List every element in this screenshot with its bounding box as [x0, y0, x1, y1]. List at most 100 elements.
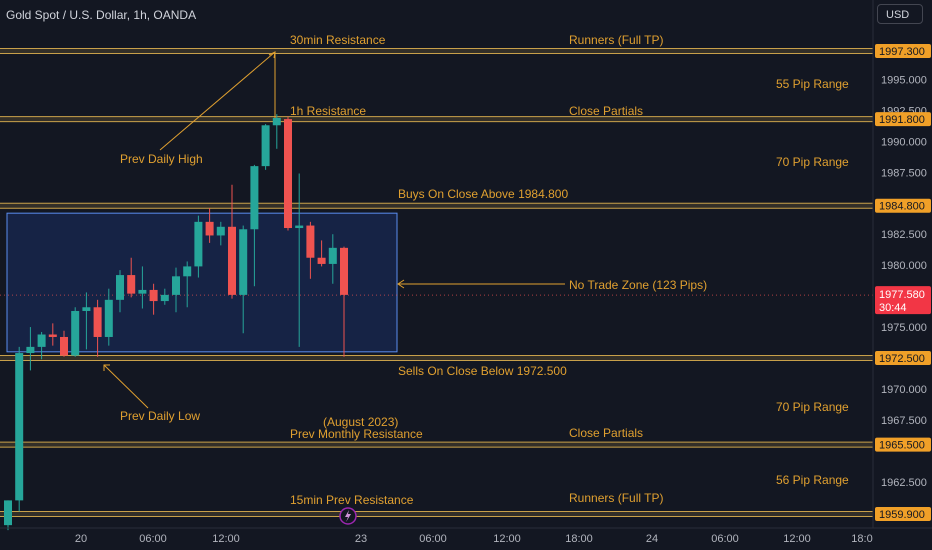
candle-body[interactable] [149, 289, 158, 302]
candle-body[interactable] [239, 229, 248, 295]
candle-body[interactable] [15, 353, 24, 501]
price-tick-label: 1970.000 [881, 384, 927, 396]
level-price-badge-text: 1984.800 [879, 201, 925, 213]
time-tick-label: 06:00 [139, 533, 167, 545]
candle-body[interactable] [250, 166, 259, 230]
candle-body[interactable] [160, 294, 169, 302]
candle-countdown-text: 30:44 [879, 302, 907, 314]
time-tick-label: 18:0 [851, 533, 872, 545]
candle-body[interactable] [328, 247, 337, 264]
annotation-prev-monthly-resistance: Prev Monthly Resistance [290, 427, 423, 441]
annotation-70-pip-range-top: 70 Pip Range [776, 155, 849, 169]
level-band [0, 441, 873, 448]
annotation-55-pip-range: 55 Pip Range [776, 77, 849, 91]
candle-body[interactable] [340, 247, 348, 295]
annotation-buys-on-close: Buys On Close Above 1984.800 [398, 187, 568, 201]
time-tick-label: 12:00 [212, 533, 240, 545]
level-band [0, 511, 873, 517]
prev-daily-low-pointer [103, 364, 149, 409]
candle-body[interactable] [48, 334, 57, 337]
level-band [0, 116, 873, 123]
price-tick-label: 1990.000 [881, 136, 927, 148]
annotation-august-2023: (August 2023) [323, 415, 398, 429]
price-tick-label: 1982.500 [881, 229, 927, 241]
pointer-arrowhead [397, 279, 405, 289]
candle-body[interactable] [228, 226, 236, 295]
level-price-badge [875, 112, 931, 127]
level-price-badge-text: 1965.500 [879, 440, 925, 452]
annotation-15min-prev-resistance: 15min Prev Resistance [290, 493, 414, 507]
candle-body[interactable] [317, 257, 326, 264]
time-tick-label: 06:00 [711, 533, 739, 545]
annotation-30min-resistance: 30min Resistance [290, 33, 386, 47]
candle-body[interactable] [71, 310, 80, 356]
candle-body[interactable] [60, 336, 68, 356]
price-tick-label: 1962.500 [881, 477, 927, 489]
candle-body[interactable] [284, 119, 292, 229]
level-price-badge [875, 351, 931, 366]
price-tick-label: 1967.500 [881, 415, 927, 427]
candle-body[interactable] [261, 125, 270, 167]
candle-body[interactable] [172, 276, 180, 295]
candle-body[interactable] [4, 500, 12, 526]
candle-body[interactable] [93, 307, 102, 337]
event-lightning-icon[interactable] [339, 507, 357, 525]
symbol-title: Gold Spot / U.S. Dollar, 1h, OANDA [6, 8, 197, 22]
annotation-prev-daily-low: Prev Daily Low [120, 409, 200, 423]
pointer-arrowhead [103, 364, 110, 371]
time-tick-label: 06:00 [419, 533, 447, 545]
level-band [0, 48, 873, 54]
time-tick-label: 23 [355, 533, 367, 545]
candle-body[interactable] [104, 299, 113, 337]
level-price-badge-text: 1972.500 [879, 353, 925, 365]
time-tick-label: 12:00 [493, 533, 521, 545]
candle-body[interactable] [116, 275, 124, 300]
candle-body[interactable] [306, 225, 315, 258]
annotation-no-trade-zone: No Trade Zone (123 Pips) [569, 278, 707, 292]
candle-body[interactable] [216, 226, 225, 236]
level-band [0, 202, 873, 209]
annotation-close-partials-top: Close Partials [569, 104, 643, 118]
annotation-prev-daily-high: Prev Daily High [120, 152, 203, 166]
level-price-badge [875, 44, 931, 58]
price-axis-panel[interactable] [873, 0, 932, 550]
time-tick-label: 18:00 [565, 533, 593, 545]
level-price-badge-text: 1997.300 [879, 46, 925, 58]
level-price-badge-text: 1959.900 [879, 509, 925, 521]
candle-body[interactable] [205, 221, 214, 236]
price-tick-label: 1995.000 [881, 74, 927, 86]
level-price-badge [875, 437, 931, 452]
annotation-sells-on-close: Sells On Close Below 1972.500 [398, 364, 567, 378]
currency-button[interactable]: USD [877, 4, 923, 24]
candle-body[interactable] [138, 289, 147, 294]
level-price-badge [875, 198, 931, 213]
annotation-runners-bottom: Runners (Full TP) [569, 491, 663, 505]
candle-body[interactable] [194, 221, 203, 267]
annotation-56-pip-range: 56 Pip Range [776, 473, 849, 487]
current-price-text: 1977.580 [879, 289, 925, 301]
candle-body[interactable] [127, 275, 136, 294]
annotation-1h-resistance: 1h Resistance [290, 104, 366, 118]
price-tick-label: 1975.000 [881, 322, 927, 334]
price-tick-label: 1980.000 [881, 260, 927, 272]
candle-body[interactable] [26, 346, 35, 354]
candle-body[interactable] [295, 225, 304, 229]
time-tick-label: 20 [75, 533, 87, 545]
candle-body[interactable] [82, 307, 91, 311]
annotation-close-partials-bottom: Close Partials [569, 426, 643, 440]
level-price-badge-text: 1991.800 [879, 114, 925, 126]
annotation-runners-top: Runners (Full TP) [569, 33, 663, 47]
level-band [0, 355, 873, 362]
level-price-badge [875, 507, 931, 521]
candle-body[interactable] [183, 266, 192, 277]
time-tick-label: 12:00 [783, 533, 811, 545]
candle-body[interactable] [272, 117, 281, 126]
price-tick-label: 1987.500 [881, 167, 927, 179]
prev-daily-high-pointer [159, 51, 276, 151]
time-tick-label: 24 [646, 533, 658, 545]
current-price-badge [875, 286, 931, 315]
annotation-70-pip-range-bottom: 70 Pip Range [776, 400, 849, 414]
candle-body[interactable] [37, 334, 46, 347]
